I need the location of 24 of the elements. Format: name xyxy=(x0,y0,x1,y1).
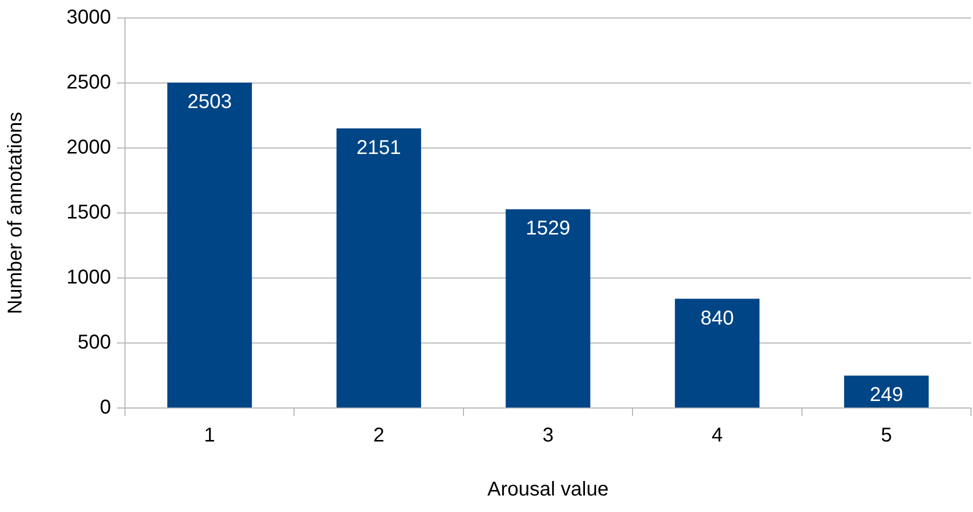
x-tick-label: 1 xyxy=(204,424,216,447)
y-tick-label: 1000 xyxy=(66,266,111,289)
y-tick-label: 500 xyxy=(78,332,111,354)
x-tick-label: 2 xyxy=(373,424,384,447)
y-tick-label: 0 xyxy=(100,396,111,419)
data-label: 840 xyxy=(700,307,734,330)
y-axis-title: Number of annotations xyxy=(4,112,27,314)
y-tick-label: 1500 xyxy=(66,202,111,224)
data-label: 2151 xyxy=(356,136,402,159)
bar xyxy=(674,298,760,408)
data-label: 249 xyxy=(870,384,904,406)
data-label: 1529 xyxy=(526,218,570,240)
x-tick-label: 5 xyxy=(880,424,892,447)
y-tick-label: 2500 xyxy=(66,72,111,94)
bar xyxy=(336,128,422,408)
x-tick-label: 4 xyxy=(712,424,723,447)
bar xyxy=(506,209,590,408)
bar xyxy=(844,376,929,408)
y-tick-label: 2000 xyxy=(66,136,111,159)
bar xyxy=(167,82,252,408)
x-tick-label: 3 xyxy=(542,424,554,447)
y-tick-label: 3000 xyxy=(66,6,111,29)
x-axis-title: Arousal value xyxy=(487,478,609,501)
data-label: 2503 xyxy=(187,91,232,114)
